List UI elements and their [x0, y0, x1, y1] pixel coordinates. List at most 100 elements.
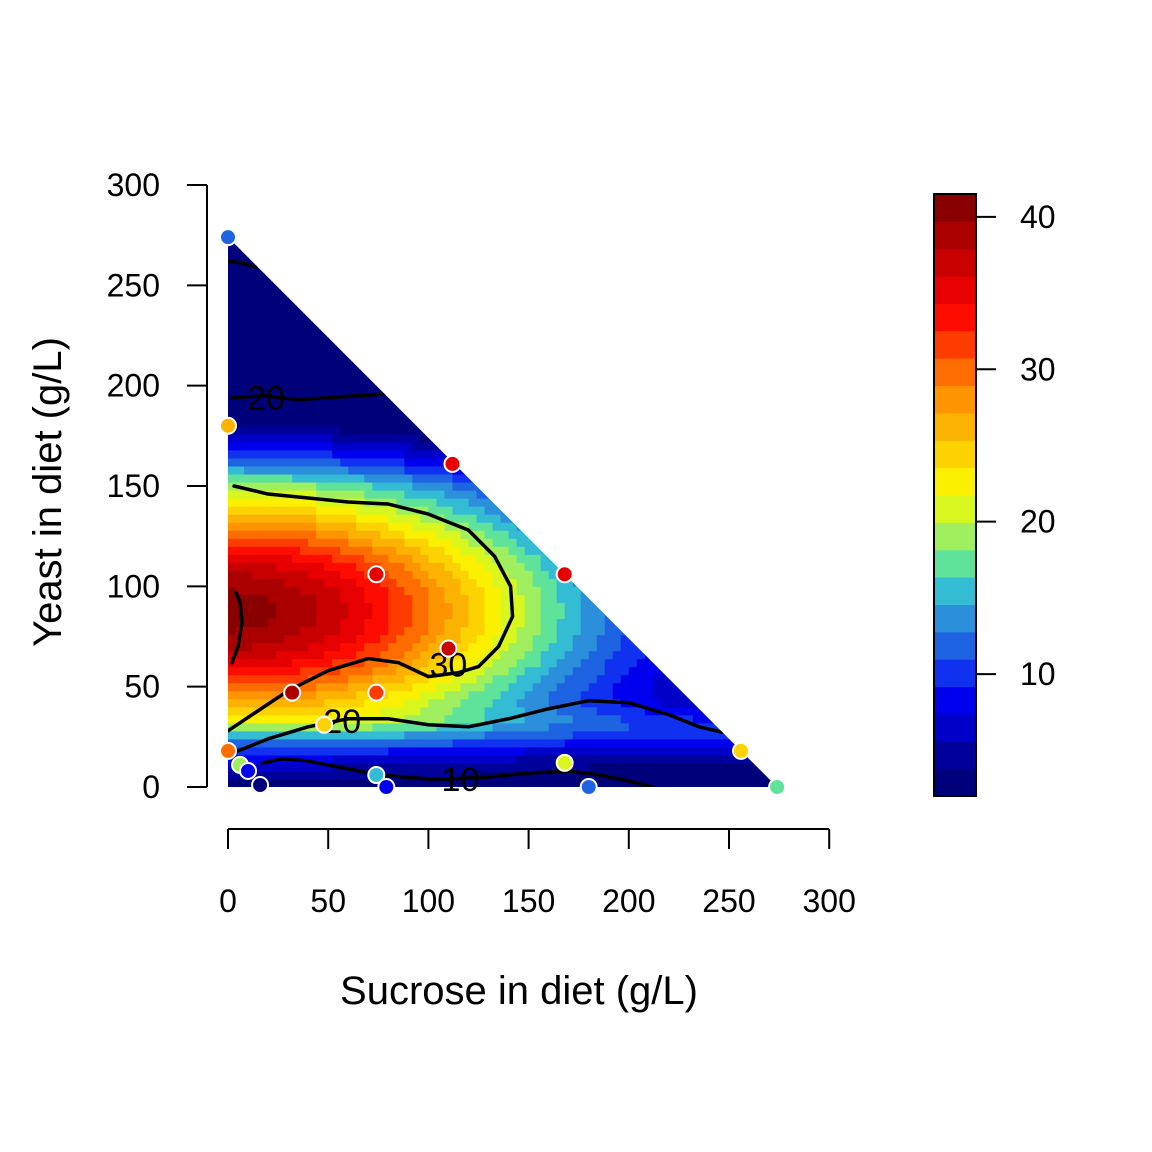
heatmap-cell [460, 674, 470, 684]
heatmap-cell [268, 481, 277, 491]
heatmap-cell [396, 490, 405, 499]
heatmap-cell [364, 594, 373, 603]
heatmap-cell [420, 722, 429, 732]
heatmap-cell [380, 538, 389, 547]
heatmap-cell [316, 698, 325, 708]
heatmap-cell [332, 602, 341, 612]
heatmap-cell [412, 433, 421, 443]
heatmap-cell [444, 714, 454, 724]
heatmap-cell [532, 562, 542, 571]
heatmap-cell [428, 674, 438, 684]
heatmap-cell [252, 506, 261, 515]
heatmap-cell [556, 658, 566, 668]
heatmap-cell [324, 329, 333, 339]
heatmap-cell [364, 602, 373, 612]
heatmap-cell [500, 610, 510, 620]
heatmap-cell [412, 682, 421, 692]
heatmap-cell [308, 401, 317, 411]
heatmap-cell [452, 738, 462, 748]
heatmap-cell [436, 490, 446, 499]
heatmap-cell [652, 746, 662, 756]
heatmap-cell [588, 602, 598, 612]
heatmap-cell [492, 530, 502, 539]
heatmap-cell [388, 401, 397, 411]
heatmap-cell [628, 770, 638, 780]
heatmap-cell [364, 457, 373, 467]
heatmap-cell [372, 393, 381, 403]
heatmap-cell [388, 506, 397, 515]
heatmap-cell [308, 498, 317, 507]
heatmap-cell [308, 570, 317, 579]
heatmap-cell [468, 618, 478, 628]
heatmap-cell [564, 626, 574, 636]
heatmap-cell [276, 337, 285, 347]
heatmap-cell [524, 682, 534, 692]
heatmap-cell [484, 530, 494, 539]
heatmap-cell [516, 778, 526, 788]
heatmap-cell [404, 730, 413, 740]
heatmap-cell [340, 441, 349, 451]
heatmap-cell [524, 642, 534, 652]
heatmap-cell [356, 369, 365, 379]
heatmap-cell [300, 353, 309, 363]
data-point [377, 778, 396, 796]
heatmap-cell [380, 618, 389, 628]
heatmap-cell [532, 546, 542, 555]
heatmap-cell [540, 610, 550, 620]
heatmap-cell [420, 714, 429, 724]
heatmap-cell [252, 337, 261, 347]
heatmap-cell [708, 738, 718, 748]
x-tick-label: 50 [310, 883, 346, 919]
heatmap-cell [340, 706, 349, 716]
heatmap-cell [452, 562, 462, 571]
heatmap-cell [292, 345, 301, 355]
heatmap-cell [580, 642, 590, 652]
heatmap-cell [332, 401, 341, 411]
heatmap-cell [236, 498, 245, 507]
heatmap-cell [324, 538, 333, 547]
heatmap-cell [452, 602, 462, 612]
heatmap-cell [540, 554, 550, 563]
heatmap-cell [628, 674, 638, 684]
heatmap-cell [388, 570, 397, 579]
heatmap-cell [524, 650, 534, 660]
heatmap-cell [388, 682, 397, 692]
heatmap-cell [364, 578, 373, 587]
heatmap-cell [580, 730, 590, 740]
heatmap-cell [444, 481, 454, 491]
heatmap-cell [476, 650, 486, 660]
data-point [555, 753, 574, 772]
heatmap-cell [564, 610, 574, 620]
heatmap-cell [372, 594, 381, 603]
heatmap-cell [260, 353, 269, 363]
heatmap-cell [316, 610, 325, 620]
heatmap-cell [492, 578, 502, 587]
heatmap-cell [308, 778, 317, 788]
heatmap-cell [444, 674, 454, 684]
heatmap-cell [260, 570, 269, 579]
heatmap-cell [412, 457, 421, 467]
heatmap-cell [268, 313, 277, 323]
heatmap-cell [300, 321, 309, 331]
heatmap-cell [708, 730, 718, 740]
heatmap-cell [236, 538, 245, 547]
heatmap-cell [548, 594, 558, 603]
heatmap-cell [268, 321, 277, 331]
heatmap-cell [324, 746, 333, 756]
heatmap-cell [540, 570, 550, 579]
heatmap-cell [476, 674, 486, 684]
heatmap-cell [260, 345, 269, 355]
heatmap-cell [524, 698, 534, 708]
heatmap-cell [276, 530, 285, 539]
heatmap-cell [644, 650, 654, 660]
heatmap-cell [228, 321, 237, 331]
heatmap-cell [252, 538, 261, 547]
heatmap-cell [396, 674, 405, 684]
heatmap-cell [396, 778, 405, 788]
heatmap-cell [316, 409, 325, 419]
heatmap-cell [524, 746, 534, 756]
heatmap-cell [244, 465, 253, 475]
heatmap-cell [460, 594, 470, 603]
heatmap-cell [332, 449, 341, 459]
heatmap-cell [372, 586, 381, 595]
